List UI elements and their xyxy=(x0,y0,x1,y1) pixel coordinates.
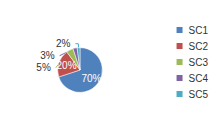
svg-text:SC2: SC2 xyxy=(189,41,209,52)
svg-text:SC3: SC3 xyxy=(189,57,209,68)
svg-text:5%: 5% xyxy=(36,62,51,73)
svg-text:20%: 20% xyxy=(57,60,77,71)
svg-text:3%: 3% xyxy=(40,50,55,61)
svg-text:SC4: SC4 xyxy=(189,73,209,84)
svg-text:SC5: SC5 xyxy=(189,89,209,100)
svg-text:2%: 2% xyxy=(56,38,71,49)
svg-text:SC1: SC1 xyxy=(189,25,209,36)
svg-text:70%: 70% xyxy=(81,73,101,84)
